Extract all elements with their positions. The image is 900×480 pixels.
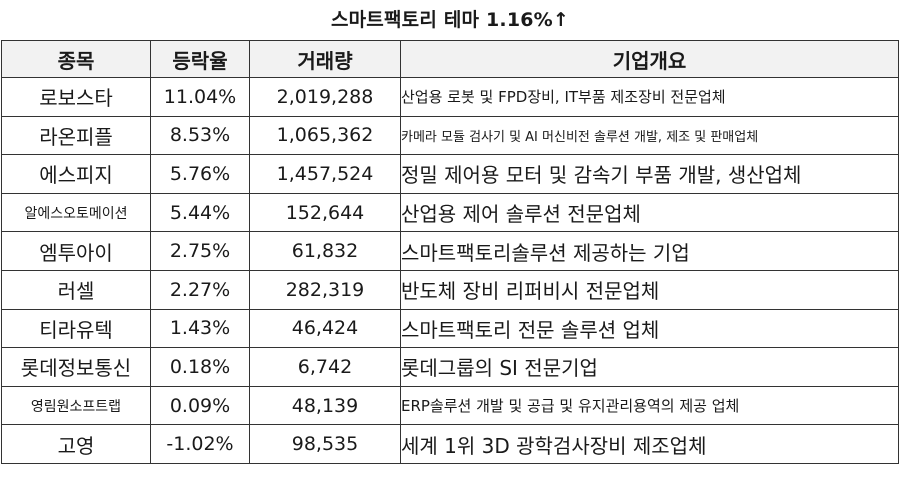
table-row: 영림원소프트랩 0.09% 48,139 ERP솔루션 개발 및 공급 및 유지… (1, 385, 899, 426)
company-description: 정밀 제어용 모터 및 감속기 부품 개발, 생산업체 (400, 154, 899, 194)
company-description: 카메라 모듈 검사기 및 AI 머신비전 솔루션 개발, 제조 및 판매업체 (400, 115, 899, 156)
stock-name: 러셀 (1, 269, 151, 310)
company-description: ERP솔루션 개발 및 공급 및 유지관리용역의 제공 업체 (400, 385, 899, 426)
table-title: 스마트팩토리 테마 1.16%↑ (330, 9, 570, 31)
trade-volume: 2,019,288 (249, 77, 401, 117)
change-rate: 0.09% (150, 385, 250, 426)
stock-name: 영림원소프트랩 (1, 385, 151, 426)
company-description: 롯데그룹의 SI 전문기업 (400, 347, 899, 387)
stock-name: 라온피플 (1, 115, 151, 156)
table-row: 알에스오토메이션 5.44% 152,644 산업용 제어 솔루션 전문업체 (1, 192, 899, 233)
change-rate: 2.27% (150, 269, 250, 310)
trade-volume: 61,832 (249, 231, 401, 271)
stock-name: 고영 (1, 424, 151, 464)
table-row: 롯데정보통신 0.18% 6,742 롯데그룹의 SI 전문기업 (1, 347, 899, 387)
change-rate: 0.18% (150, 347, 250, 387)
header-description: 기업개요 (400, 40, 899, 78)
table-row: 러셀 2.27% 282,319 반도체 장비 리퍼비시 전문업체 (1, 269, 899, 310)
stock-name: 로보스타 (1, 77, 151, 117)
change-rate: 11.04% (150, 77, 250, 117)
trade-volume: 46,424 (249, 308, 401, 349)
table-row: 티라유텍 1.43% 46,424 스마트팩토리 전문 솔루션 업체 (1, 308, 899, 349)
change-rate: 8.53% (150, 115, 250, 156)
company-description: 산업용 로봇 및 FPD장비, IT부품 제조장비 전문업체 (400, 77, 899, 117)
stock-name: 에스피지 (1, 154, 151, 194)
theme-stock-table: 종목 등락율 거래량 기업개요 로보스타 11.04% 2,019,288 산업… (1, 40, 899, 464)
company-description: 산업용 제어 솔루션 전문업체 (400, 192, 899, 233)
stock-name: 알에스오토메이션 (1, 192, 151, 233)
table-row: 에스피지 5.76% 1,457,524 정밀 제어용 모터 및 감속기 부품 … (1, 154, 899, 194)
stock-name: 엠투아이 (1, 231, 151, 271)
trade-volume: 48,139 (249, 385, 401, 426)
change-rate: 1.43% (150, 308, 250, 349)
change-rate: -1.02% (150, 424, 250, 464)
table-row: 고영 -1.02% 98,535 세계 1위 3D 광학검사장비 제조업체 (1, 424, 899, 464)
stock-name: 티라유텍 (1, 308, 151, 349)
trade-volume: 152,644 (249, 192, 401, 233)
trade-volume: 6,742 (249, 347, 401, 387)
trade-volume: 1,065,362 (249, 115, 401, 156)
trade-volume: 1,457,524 (249, 154, 401, 194)
header-row: 종목 등락율 거래량 기업개요 (1, 40, 899, 78)
company-description: 스마트팩토리솔루션 제공하는 기업 (400, 231, 899, 271)
stock-name: 롯데정보통신 (1, 347, 151, 387)
table-row: 엠투아이 2.75% 61,832 스마트팩토리솔루션 제공하는 기업 (1, 231, 899, 271)
trade-volume: 282,319 (249, 269, 401, 310)
change-rate: 5.44% (150, 192, 250, 233)
company-description: 스마트팩토리 전문 솔루션 업체 (400, 308, 899, 349)
header-rate: 등락율 (150, 40, 250, 78)
company-description: 세계 1위 3D 광학검사장비 제조업체 (400, 424, 899, 464)
table-row: 라온피플 8.53% 1,065,362 카메라 모듈 검사기 및 AI 머신비… (1, 115, 899, 156)
table-row: 로보스타 11.04% 2,019,288 산업용 로봇 및 FPD장비, IT… (1, 77, 899, 117)
company-description: 반도체 장비 리퍼비시 전문업체 (400, 269, 899, 310)
change-rate: 5.76% (150, 154, 250, 194)
change-rate: 2.75% (150, 231, 250, 271)
header-name: 종목 (1, 40, 151, 78)
trade-volume: 98,535 (249, 424, 401, 464)
header-volume: 거래량 (249, 40, 401, 78)
